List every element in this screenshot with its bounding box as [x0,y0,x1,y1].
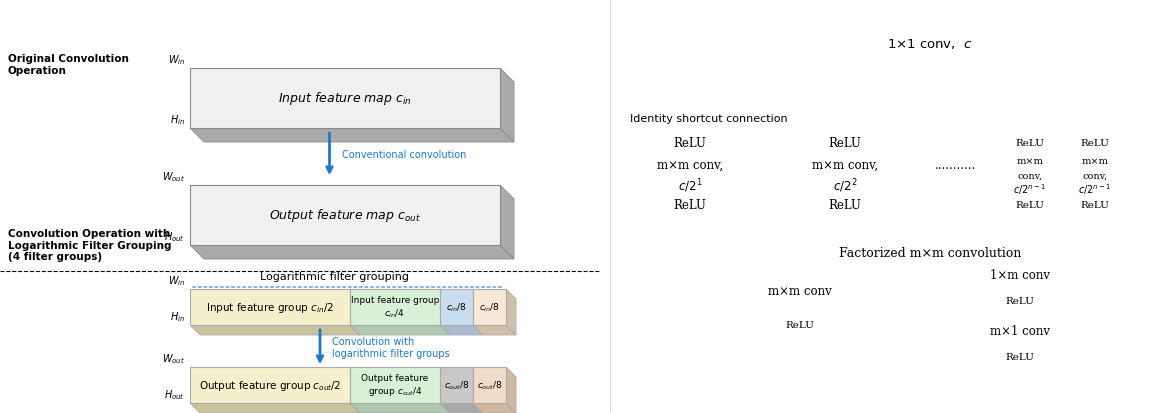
Text: Original Convolution
Operation: Original Convolution Operation [8,54,128,76]
Polygon shape [473,289,483,335]
Polygon shape [506,289,516,335]
Polygon shape [440,367,450,413]
Bar [350,367,440,403]
Polygon shape [190,325,359,335]
Polygon shape [190,403,359,413]
Text: conv,: conv, [1018,171,1042,180]
Text: ReLU: ReLU [1081,201,1110,210]
Bar [440,367,473,403]
Polygon shape [506,367,516,413]
Text: m×m conv: m×m conv [768,285,832,298]
Text: conv,: conv, [1083,171,1107,180]
Text: m×1 conv: m×1 conv [990,325,1050,338]
Polygon shape [350,403,450,413]
Text: Output feature map $c_{out}$: Output feature map $c_{out}$ [270,207,421,224]
Text: $c_{in}$/8: $c_{in}$/8 [480,301,499,313]
Polygon shape [473,325,516,335]
Bar [473,289,506,325]
Polygon shape [499,185,513,259]
Text: $c/2^2$: $c/2^2$ [833,177,858,195]
Bar [350,289,440,325]
Text: ...........: ........... [935,159,976,172]
Text: $H_{out}$: $H_{out}$ [165,387,186,401]
Text: m×m conv,: m×m conv, [812,159,878,172]
Text: Input feature group
$c_{in}$/4: Input feature group $c_{in}$/4 [351,296,439,319]
Text: $W_{in}$: $W_{in}$ [168,53,186,67]
Text: m×m: m×m [1016,157,1043,166]
Text: Factorized m×m convolution: Factorized m×m convolution [839,247,1021,260]
Polygon shape [473,403,516,413]
Text: $c_{out}$/8: $c_{out}$/8 [477,379,502,391]
Text: $W_{out}$: $W_{out}$ [162,170,186,183]
Text: Output feature
group $c_{out}$/4: Output feature group $c_{out}$/4 [362,373,428,397]
Text: ReLU: ReLU [1081,139,1110,148]
Text: 1×1 conv,  $c$: 1×1 conv, $c$ [887,37,973,51]
Bar [190,185,499,245]
Text: $W_{out}$: $W_{out}$ [162,351,186,365]
Text: Input feature map $c_{in}$: Input feature map $c_{in}$ [278,90,412,107]
Text: Input feature group $c_{in}$/2: Input feature group $c_{in}$/2 [205,300,334,314]
Polygon shape [440,289,450,335]
Polygon shape [190,129,513,142]
Polygon shape [190,245,513,259]
Text: ReLU: ReLU [785,321,815,330]
Text: $W_{in}$: $W_{in}$ [168,273,186,287]
Text: Output feature group $c_{out}$/2: Output feature group $c_{out}$/2 [198,378,341,392]
Text: ReLU: ReLU [1015,201,1044,210]
Text: Convolution Operation with
Logarithmic Filter Grouping
(4 filter groups): Convolution Operation with Logarithmic F… [8,228,172,261]
Text: Conventional convolution: Conventional convolution [342,150,466,159]
Bar [473,367,506,403]
Text: $c/2^{n-1}$: $c/2^{n-1}$ [1078,182,1112,197]
Polygon shape [440,325,483,335]
Text: m×m conv,: m×m conv, [657,159,724,172]
Text: m×m: m×m [1082,157,1109,166]
Text: $c_{out}$/8: $c_{out}$/8 [443,379,469,391]
Text: ReLU: ReLU [1015,139,1044,148]
Text: ReLU: ReLU [1006,297,1034,306]
Polygon shape [350,367,359,413]
Text: ReLU: ReLU [673,199,706,212]
Text: ReLU: ReLU [829,137,861,150]
Polygon shape [350,325,450,335]
Text: $c_{in}$/8: $c_{in}$/8 [446,301,467,313]
Text: $c/2^1$: $c/2^1$ [678,177,703,195]
Bar [190,289,350,325]
Text: ReLU: ReLU [829,199,861,212]
Text: $H_{out}$: $H_{out}$ [165,230,186,243]
Bar [440,289,473,325]
Polygon shape [440,403,483,413]
Text: $H_{in}$: $H_{in}$ [170,309,186,323]
Text: $H_{in}$: $H_{in}$ [170,113,186,127]
Text: ReLU: ReLU [673,137,706,150]
Text: 1×m conv: 1×m conv [990,269,1050,282]
Text: $c/2^{n-1}$: $c/2^{n-1}$ [1013,182,1047,197]
Polygon shape [473,367,483,413]
Bar [190,367,350,403]
Text: ReLU: ReLU [1006,353,1034,362]
Polygon shape [350,289,359,335]
Polygon shape [499,69,513,142]
Bar [190,69,499,129]
Text: Logarithmic filter grouping: Logarithmic filter grouping [260,271,410,281]
Text: Identity shortcut connection: Identity shortcut connection [630,114,788,124]
Text: Convolution with
logarithmic filter groups: Convolution with logarithmic filter grou… [331,336,449,358]
